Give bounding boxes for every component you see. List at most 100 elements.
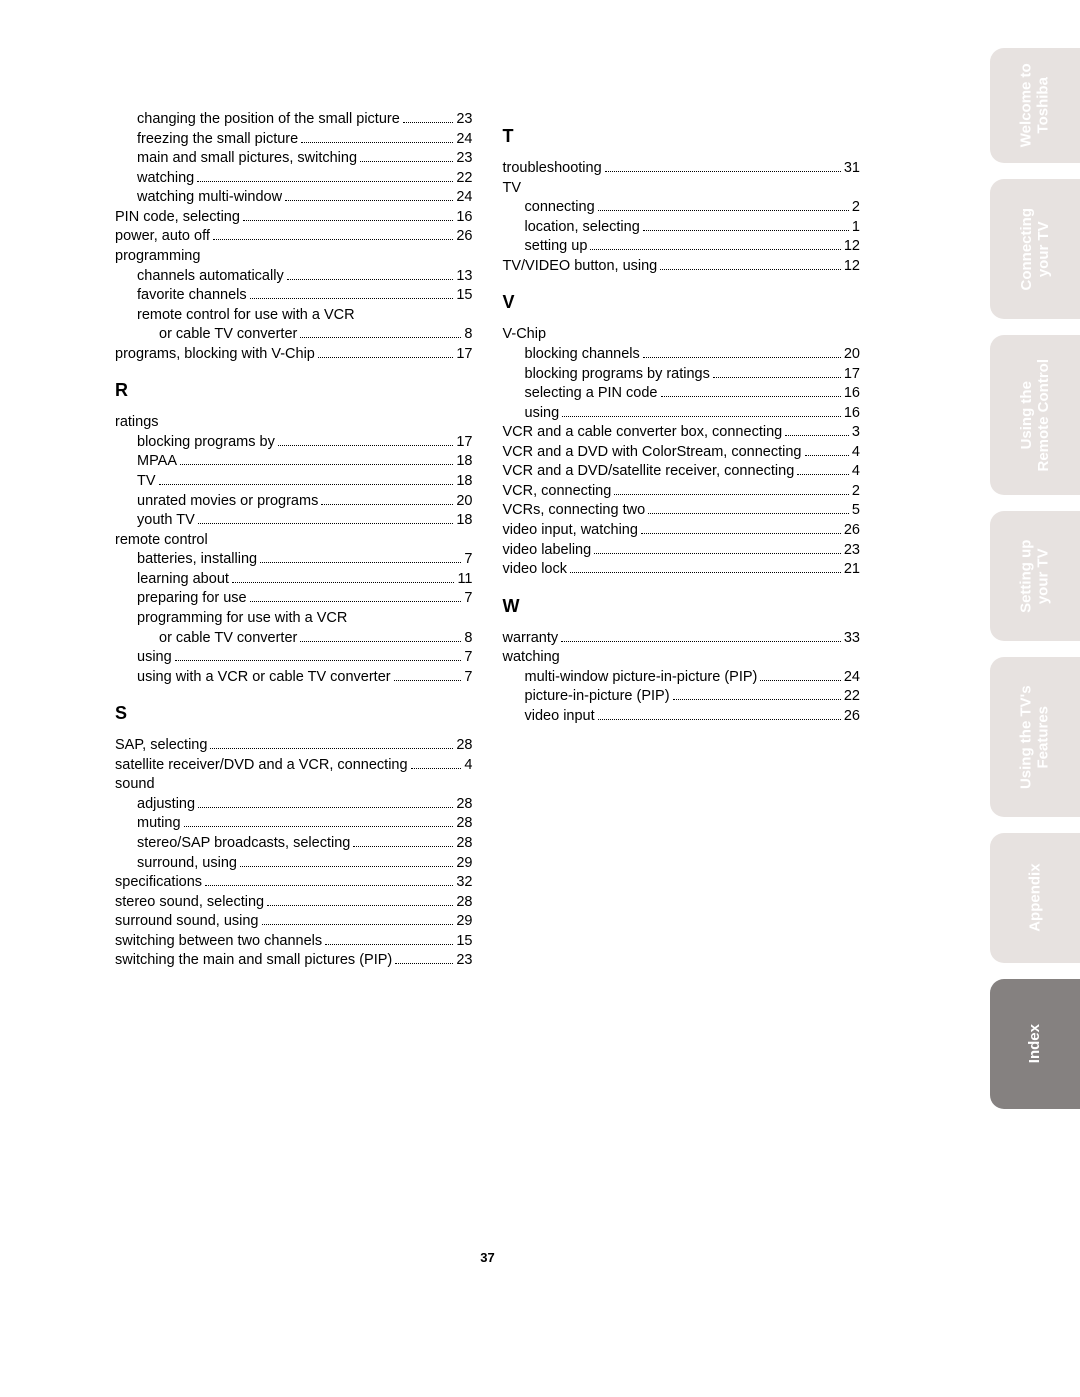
index-entry: batteries, installing7 <box>115 550 473 570</box>
index-entry-label: youth TV <box>137 511 195 531</box>
index-entry: switching the main and small pictures (P… <box>115 951 473 971</box>
index-entry: TV18 <box>115 472 473 492</box>
index-entry-leader <box>267 905 453 906</box>
index-entry-leader <box>213 239 454 240</box>
index-right-column: Ttroubleshooting31TVconnecting2location,… <box>503 110 861 971</box>
side-tab[interactable]: Appendix <box>990 833 1080 963</box>
index-entry-label: using <box>525 404 560 424</box>
index-entry: surround sound, using29 <box>115 912 473 932</box>
index-entry-leader <box>180 464 453 465</box>
index-entry: channels automatically13 <box>115 267 473 287</box>
index-entry-label: blocking programs by <box>137 433 275 453</box>
index-entry-page: 12 <box>844 237 860 257</box>
index-entry-page: 18 <box>456 472 472 492</box>
index-section-heading: V <box>503 292 861 313</box>
index-entry: picture-in-picture (PIP)22 <box>503 687 861 707</box>
index-entry-label: V-Chip <box>503 325 547 345</box>
index-entry-leader <box>605 171 841 172</box>
index-entry-label: MPAA <box>137 452 177 472</box>
index-entry-label: VCRs, connecting two <box>503 501 646 521</box>
index-entry-leader <box>598 210 849 211</box>
index-entry: blocking channels20 <box>503 345 861 365</box>
index-entry: unrated movies or programs20 <box>115 492 473 512</box>
index-entry-label: PIN code, selecting <box>115 208 240 228</box>
index-entry-page: 22 <box>456 169 472 189</box>
index-entry: SAP, selecting 28 <box>115 736 473 756</box>
index-entry: VCR and a DVD with ColorStream, connecti… <box>503 443 861 463</box>
index-entry: PIN code, selecting16 <box>115 208 473 228</box>
index-entry-leader <box>353 846 453 847</box>
index-entry-leader <box>198 807 453 808</box>
side-tab[interactable]: Index <box>990 979 1080 1109</box>
index-entry-page: 15 <box>456 932 472 952</box>
index-entry: multi-window picture-in-picture (PIP)24 <box>503 668 861 688</box>
index-entry-page: 24 <box>456 188 472 208</box>
index-entry-page: 26 <box>844 521 860 541</box>
side-tabs: Welcome to Toshiba Connecting your TV Usin… <box>990 48 1080 1109</box>
index-entry-page: 20 <box>456 492 472 512</box>
index-entry-label: power, auto off <box>115 227 210 247</box>
index-entry-label: stereo sound, selecting <box>115 893 264 913</box>
index-entry-leader <box>590 249 840 250</box>
index-entry-label: location, selecting <box>525 218 640 238</box>
side-tab[interactable]: Connecting your TV <box>990 179 1080 319</box>
index-entry-label: video input <box>525 707 595 727</box>
index-entry-page: 17 <box>456 345 472 365</box>
index-entry: stereo sound, selecting28 <box>115 893 473 913</box>
index-entry-label: stereo/SAP broadcasts, selecting <box>137 834 350 854</box>
index-entry: muting28 <box>115 814 473 834</box>
index-entry-page: 16 <box>844 404 860 424</box>
index-entry-leader <box>394 680 462 681</box>
side-tab-label: Welcome to Toshiba <box>1018 64 1053 148</box>
index-entry: MPAA18 <box>115 452 473 472</box>
index-entry-page: 24 <box>456 130 472 150</box>
index-entry-label: surround, using <box>137 854 237 874</box>
index-entry-leader <box>713 377 841 378</box>
index-entry-label: VCR, connecting <box>503 482 612 502</box>
index-entry: youth TV18 <box>115 511 473 531</box>
index-entry-label: programming <box>115 247 200 267</box>
index-entry-label: video input, watching <box>503 521 638 541</box>
index-entry-leader <box>598 719 841 720</box>
index-entry-label: VCR and a DVD/satellite receiver, connec… <box>503 462 795 482</box>
index-entry: TV/VIDEO button, using12 <box>503 257 861 277</box>
index-entry-label: learning about <box>137 570 229 590</box>
index-entry: stereo/SAP broadcasts, selecting28 <box>115 834 473 854</box>
index-entry-label: video labeling <box>503 541 592 561</box>
index-entry: remote control for use with a VCR <box>115 306 473 326</box>
index-entry-label: connecting <box>525 198 595 218</box>
index-entry-label: SAP, selecting <box>115 736 207 756</box>
index-entry-leader <box>643 230 849 231</box>
index-entry-page: 32 <box>456 873 472 893</box>
index-entry-page: 28 <box>456 736 472 756</box>
index-entry-label: adjusting <box>137 795 195 815</box>
side-tab[interactable]: Using the TV's Features <box>990 657 1080 817</box>
side-tab[interactable]: Welcome to Toshiba <box>990 48 1080 163</box>
index-entry-label: picture-in-picture (PIP) <box>525 687 670 707</box>
index-entry-leader <box>300 641 461 642</box>
index-entry-leader <box>250 298 454 299</box>
index-entry-page: 33 <box>844 629 860 649</box>
side-tab[interactable]: Setting up your TV <box>990 511 1080 641</box>
index-page: changing the position of the small pictu… <box>115 110 860 971</box>
index-entry: using with a VCR or cable TV converter7 <box>115 668 473 688</box>
index-entry-page: 4 <box>852 462 860 482</box>
index-entry-page: 13 <box>456 267 472 287</box>
index-entry-label: VCR and a DVD with ColorStream, connecti… <box>503 443 802 463</box>
index-entry: favorite channels15 <box>115 286 473 306</box>
index-entry-label: muting <box>137 814 181 834</box>
index-entry-label: watching multi-window <box>137 188 282 208</box>
side-tab[interactable]: Using the Remote Control <box>990 335 1080 495</box>
index-entry-page: 26 <box>844 707 860 727</box>
index-entry-page: 17 <box>456 433 472 453</box>
index-entry: video input 26 <box>503 707 861 727</box>
index-entry-page: 16 <box>844 384 860 404</box>
index-entry: freezing the small picture24 <box>115 130 473 150</box>
index-entry-label: changing the position of the small pictu… <box>137 110 400 130</box>
index-entry-label: sound <box>115 775 155 795</box>
index-entry-leader <box>403 122 454 123</box>
index-entry-leader <box>660 269 841 270</box>
index-entry: using 16 <box>503 404 861 424</box>
index-entry: main and small pictures, switching23 <box>115 149 473 169</box>
index-entry-leader <box>198 523 454 524</box>
